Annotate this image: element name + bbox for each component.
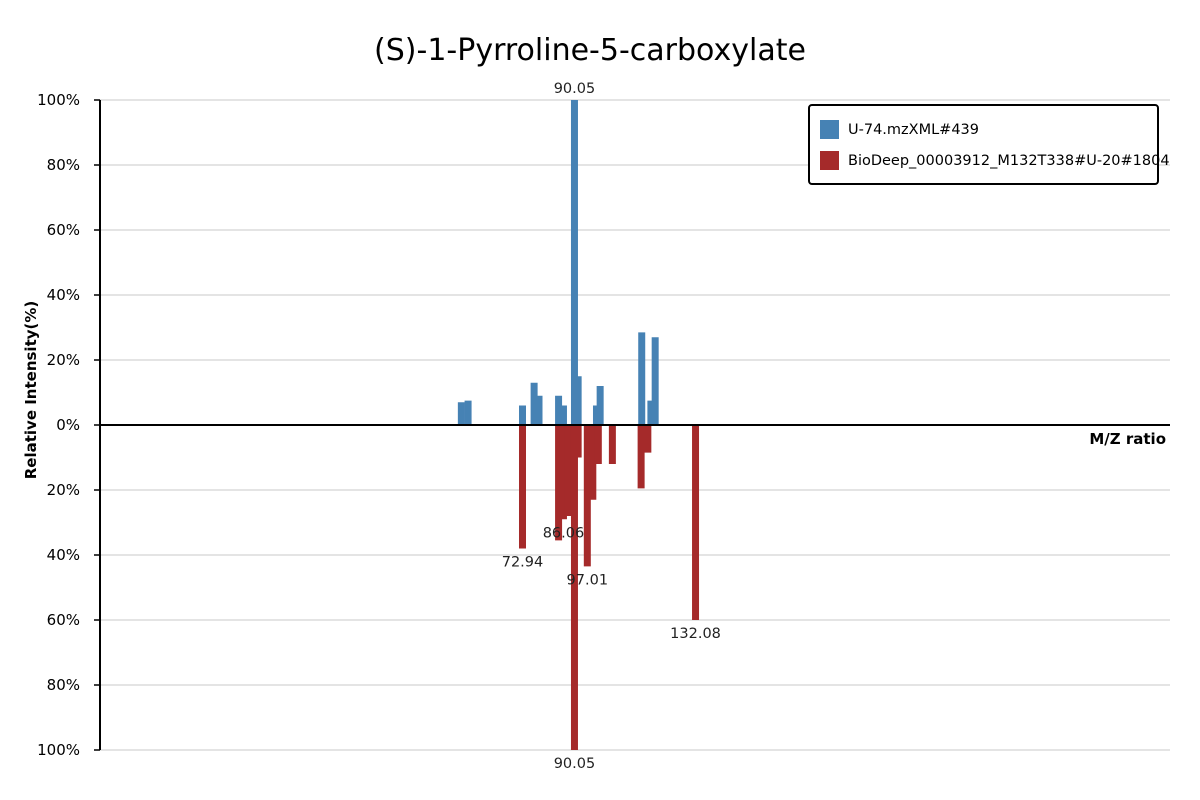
reference-peak-bar	[574, 425, 582, 458]
axes-layer	[99, 100, 1170, 750]
y-tick-label: 60%	[47, 221, 80, 239]
reference-peak-bar	[692, 425, 700, 620]
y-tick-label: 40%	[47, 546, 80, 564]
y-tick-label: 40%	[47, 286, 80, 304]
query-peak-bar	[638, 332, 646, 425]
query-peak-bar	[647, 400, 655, 425]
bars-layer	[457, 100, 700, 750]
reference-peak-bar	[594, 425, 602, 464]
reference-peak-bar	[589, 425, 597, 500]
legend-box	[808, 104, 1159, 185]
query-peak-bar	[596, 386, 604, 425]
query-peak-bar	[457, 402, 465, 425]
peak-label: 90.05	[554, 756, 596, 772]
y-tick-label: 100%	[37, 741, 80, 759]
y-axis-label: Relative Intensity(%)	[22, 301, 40, 480]
y-tick-label: 60%	[47, 611, 80, 629]
legend-swatch-reference	[820, 151, 839, 170]
peak-label: 97.01	[567, 572, 609, 588]
reference-peak-bar	[555, 425, 563, 541]
reference-peak-bar	[518, 425, 526, 549]
query-peak-bar	[535, 395, 543, 425]
query-peak-bar	[464, 400, 472, 425]
query-peak-bar	[651, 337, 659, 425]
query-peak-bar	[574, 376, 582, 425]
reference-peak-bar	[564, 425, 572, 516]
y-ticks: 100% 80% 60% 40% 20% 0% 20% 40% 60% 80% 100%	[37, 91, 100, 759]
reference-peak-bar	[559, 425, 567, 520]
grid-layer	[100, 99, 1170, 751]
peak-label: 90.05	[554, 81, 596, 97]
y-tick-label: 20%	[47, 351, 80, 369]
legend-swatch-query	[820, 120, 839, 139]
x-axis-label: M/Z ratio	[1089, 430, 1166, 448]
reference-peak-bar	[583, 425, 591, 567]
y-tick-label: 100%	[37, 91, 80, 109]
legend: U-74.mzXML#439 BioDeep_00003912_M132T338…	[808, 104, 1170, 185]
peak-label: 132.08	[670, 626, 721, 642]
peak-label: 86.06	[543, 525, 585, 541]
legend-label-query: U-74.mzXML#439	[848, 122, 979, 138]
y-tick-label: 80%	[47, 156, 80, 174]
legend-label-reference: BioDeep_00003912_M132T338#U-20#1804	[848, 153, 1170, 169]
query-peak-bar	[559, 405, 567, 425]
query-peak-bar	[530, 382, 538, 425]
reference-peak-bar	[608, 425, 616, 464]
chart-title: (S)-1-Pyrroline-5-carboxylate	[374, 33, 806, 68]
reference-peak-bar	[570, 425, 578, 750]
y-tick-label: 0%	[56, 416, 80, 434]
query-peak-bar	[518, 405, 526, 425]
y-tick-label: 80%	[47, 676, 80, 694]
query-peak-bar	[570, 100, 578, 425]
query-peak-bar	[592, 405, 600, 425]
peak-label: 72.94	[502, 555, 544, 571]
reference-peak-bar	[644, 425, 652, 453]
peak-labels: 90.05 72.94 86.06 90.05 97.01 132.08	[502, 81, 721, 772]
query-peak-bar	[555, 395, 563, 425]
reference-peak-bar	[637, 425, 645, 489]
y-tick-label: 20%	[47, 481, 80, 499]
